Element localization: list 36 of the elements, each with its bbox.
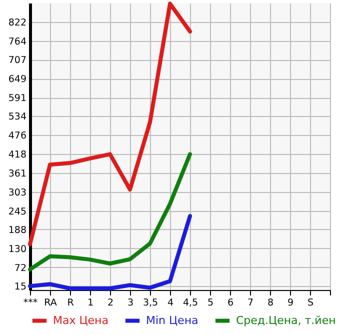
x-tick-label: 1 <box>87 298 94 308</box>
x-tick-label: 7 <box>247 298 254 308</box>
x-tick-label: R <box>67 298 74 308</box>
y-tick-label: 649 <box>8 74 26 86</box>
y-tick-label: 303 <box>8 187 26 198</box>
y-tick-label: 418 <box>8 150 26 161</box>
line-series <box>28 2 192 246</box>
x-tick-label: RA <box>44 298 58 308</box>
x-tick-label: 8 <box>267 298 274 308</box>
x-tick-label: 5 <box>207 298 214 308</box>
legend-label: Min Цена <box>146 314 198 327</box>
y-tick-label: 15 <box>14 282 26 293</box>
y-tick-label: 72 <box>14 262 26 274</box>
legend-label: Сред.Цена, т.йен <box>236 314 336 327</box>
y-tick-label: 591 <box>8 93 26 104</box>
y-tick-label: 188 <box>8 224 26 236</box>
y-tick-label: 534 <box>8 112 26 123</box>
x-tick-label: 6 <box>227 298 234 308</box>
line-series <box>28 214 192 290</box>
x-tick-label: 9 <box>287 298 294 308</box>
legend-label: Max Цена <box>53 314 108 327</box>
line-series <box>28 152 192 272</box>
y-tick-label: 764 <box>8 36 26 48</box>
x-tick-label: *** <box>23 298 38 308</box>
x-tick-label: 4,5 <box>182 298 198 308</box>
y-tick-label: 361 <box>8 168 26 180</box>
x-tick-label: 2 <box>107 298 114 308</box>
x-tick-label: 3 <box>127 298 134 308</box>
y-tick-label: 707 <box>8 55 26 66</box>
y-tick-label: 822 <box>8 17 26 28</box>
x-tick-label: S <box>307 298 314 308</box>
y-tick-label: 476 <box>8 130 26 142</box>
y-tick-label: 130 <box>8 244 26 255</box>
x-tick-label: 3,5 <box>142 298 158 308</box>
x-tick-label: 4 <box>167 298 174 308</box>
y-tick-label: 245 <box>8 206 26 218</box>
